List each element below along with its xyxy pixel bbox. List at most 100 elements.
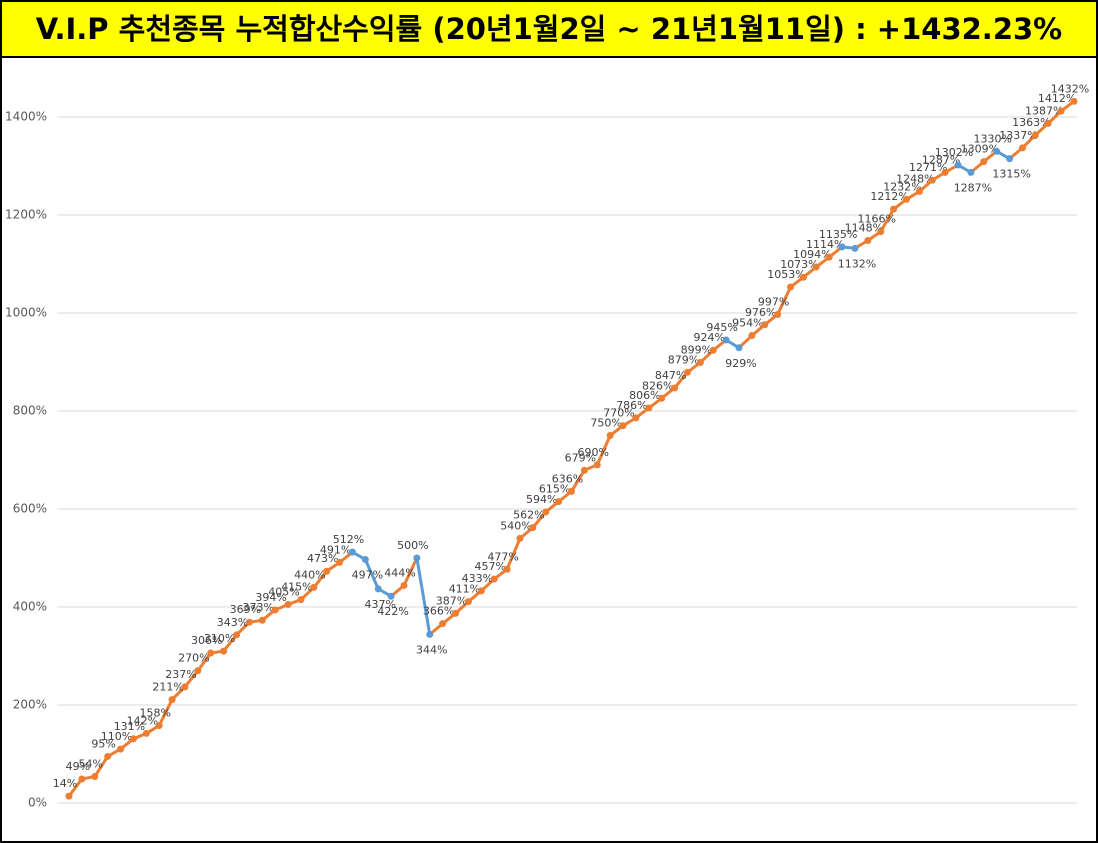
data-label: 945%: [706, 321, 737, 334]
data-point: [65, 792, 73, 800]
data-label: 1132%: [838, 257, 876, 270]
data-point: [310, 583, 318, 591]
data-label: 473%: [307, 552, 338, 565]
data-label: 770%: [603, 407, 634, 420]
data-label: 54%: [79, 758, 103, 771]
data-point: [877, 228, 885, 236]
data-label: 444%: [384, 566, 415, 579]
data-label: 750%: [590, 417, 621, 430]
data-label: 562%: [513, 509, 544, 522]
data-label: 1315%: [992, 168, 1030, 181]
data-label: 1073%: [780, 258, 818, 271]
y-tick-label: 800%: [13, 404, 47, 418]
data-point: [619, 422, 627, 430]
data-label: 1337%: [999, 129, 1037, 142]
data-label: 997%: [758, 295, 789, 308]
data-point: [890, 205, 898, 213]
data-label: 879%: [668, 353, 699, 366]
data-point: [516, 534, 524, 542]
data-point: [722, 336, 730, 344]
data-label: 306%: [191, 634, 222, 647]
data-point: [168, 696, 176, 704]
data-point: [258, 616, 266, 624]
data-point: [78, 775, 86, 783]
data-point: [787, 283, 795, 291]
line-segment: [363, 557, 380, 591]
data-point: [812, 263, 820, 271]
data-label: 110%: [101, 730, 132, 743]
data-label: 211%: [152, 681, 183, 694]
data-point: [233, 631, 240, 639]
data-label: 1287%: [954, 181, 992, 194]
data-label: 512%: [333, 533, 364, 546]
data-point: [1070, 97, 1078, 105]
data-label: 899%: [681, 343, 712, 356]
data-point: [658, 394, 666, 402]
data-label: 270%: [178, 652, 209, 665]
data-point: [903, 195, 910, 203]
data-point: [593, 461, 601, 469]
data-label: 49%: [66, 760, 90, 773]
data-point: [580, 466, 588, 474]
data-point: [761, 321, 769, 329]
data-point: [464, 598, 472, 606]
data-point: [915, 187, 923, 195]
data-label: 437%: [365, 598, 396, 611]
data-label: 422%: [377, 605, 408, 618]
line-segment: [402, 556, 419, 587]
data-label: 1094%: [793, 248, 831, 261]
data-point: [271, 606, 279, 614]
data-label: 477%: [487, 550, 518, 563]
data-label: 373%: [243, 601, 274, 614]
data-label: 1271%: [909, 161, 947, 174]
data-point: [709, 346, 717, 354]
data-point: [1057, 107, 1065, 115]
line-segment: [879, 207, 896, 234]
data-point: [542, 508, 550, 516]
data-label: 366%: [423, 605, 454, 618]
data-point: [980, 158, 988, 166]
data-label: 433%: [462, 572, 493, 585]
data-label: 1412%: [1038, 92, 1076, 105]
data-point: [671, 384, 679, 392]
data-point: [941, 168, 949, 176]
data-label: 1363%: [1012, 116, 1050, 129]
data-label: 826%: [642, 379, 673, 392]
data-label: 540%: [500, 519, 531, 532]
data-point: [529, 524, 537, 532]
data-point: [993, 147, 1001, 155]
data-point: [748, 332, 756, 340]
data-label: 457%: [474, 560, 505, 573]
data-point: [503, 565, 511, 573]
data-label: 237%: [165, 668, 196, 681]
data-label: 924%: [694, 331, 725, 344]
data-point: [825, 253, 833, 261]
data-point: [129, 735, 137, 743]
data-label: 954%: [732, 317, 763, 330]
data-point: [348, 548, 356, 556]
y-tick-label: 600%: [13, 502, 47, 516]
data-label: 1432%: [1051, 82, 1089, 95]
data-point: [374, 585, 382, 593]
data-point: [774, 310, 782, 318]
data-label: 1330%: [973, 132, 1011, 145]
data-point: [426, 630, 434, 638]
line-segment: [67, 777, 84, 798]
data-point: [606, 432, 614, 439]
line-segment: [157, 698, 174, 728]
data-label: 142%: [127, 714, 158, 727]
y-tick-label: 200%: [13, 698, 47, 712]
data-label: 1302%: [935, 146, 973, 159]
data-point: [194, 667, 202, 675]
line-segment: [415, 556, 432, 636]
data-point: [245, 618, 253, 626]
data-point: [1044, 119, 1052, 127]
data-label: 440%: [294, 568, 325, 581]
data-label: 344%: [416, 643, 447, 656]
data-label: 1287%: [922, 153, 960, 166]
data-point: [645, 404, 653, 412]
data-label: 786%: [616, 399, 647, 412]
data-label: 1053%: [767, 268, 805, 281]
data-point: [361, 555, 369, 563]
chart: 0%200%400%600%800%1000%1200%1400%14%49%5…: [5, 82, 1089, 809]
